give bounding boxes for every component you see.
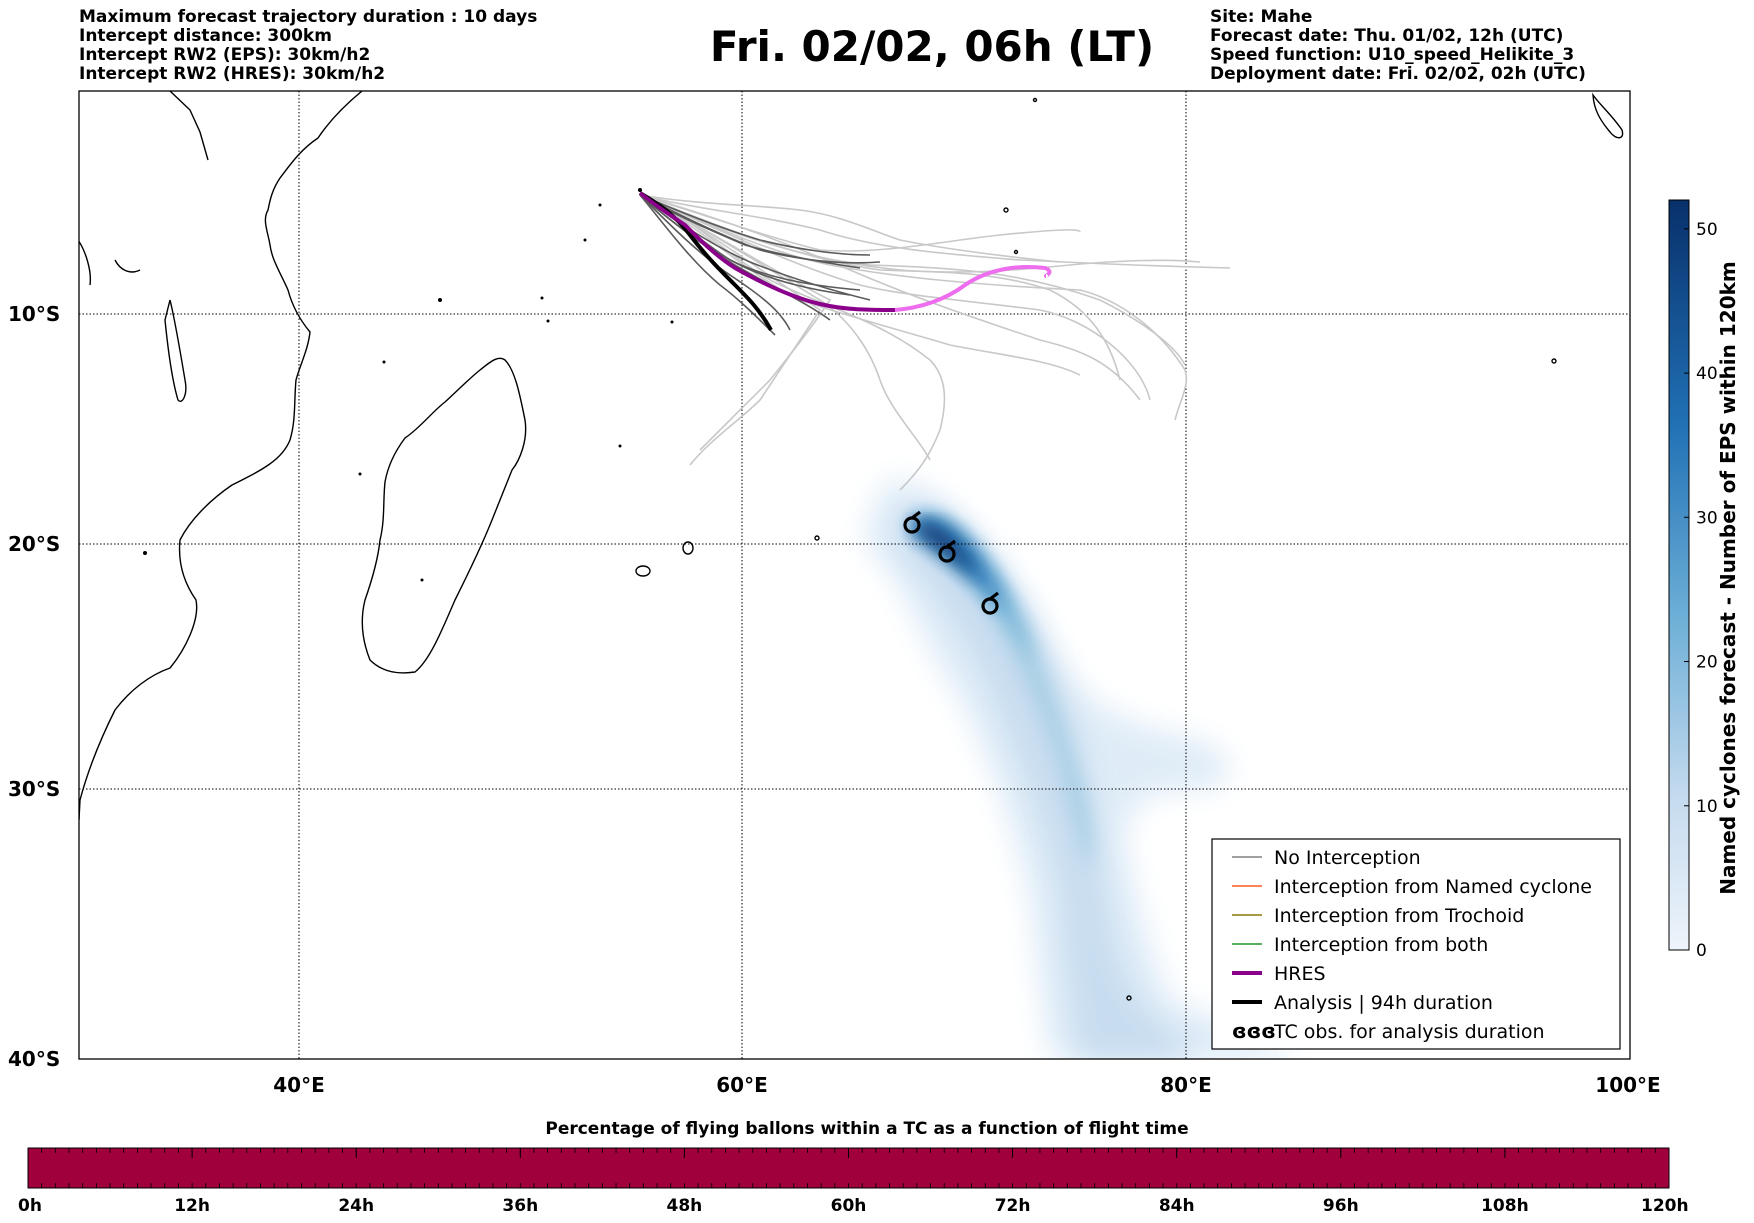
colorbar-tick-label: 0 (1696, 941, 1707, 961)
time-bar-tick-label: 72h (995, 1196, 1031, 1216)
eps-density-field (865, 480, 1299, 1059)
lat-label: 30°S (8, 777, 60, 801)
colorbar-label: Named cyclones forecast - Number of EPS … (1716, 261, 1740, 895)
legend-label: Interception from Trochoid (1274, 905, 1524, 927)
lon-label: 40°E (273, 1073, 325, 1097)
header-left: Maximum forecast trajectory duration : 1… (79, 8, 537, 84)
header-left-line: Intercept RW2 (HRES): 30km/h2 (79, 64, 386, 84)
legend-label: Analysis | 94h duration (1274, 992, 1493, 1014)
lon-label: 100°E (1595, 1073, 1660, 1097)
eps-trajectories-light (639, 194, 1231, 491)
time-bar-tick-label: 60h (831, 1196, 867, 1216)
colorbar-tick-label: 20 (1696, 653, 1718, 673)
header-right: Site: Mahe Forecast date: Thu. 01/02, 12… (1210, 8, 1586, 84)
header-right-line: Deployment date: Fri. 02/02, 02h (UTC) (1210, 64, 1586, 84)
header-right-line: Site: Mahe (1210, 7, 1313, 27)
lat-axis: 10°S 20°S 30°S 40°S (8, 302, 60, 1071)
colorbar-tick-label: 40 (1696, 364, 1718, 384)
time-bar-title: Percentage of flying ballons within a TC… (545, 1119, 1188, 1139)
legend-label: No Interception (1274, 847, 1421, 869)
lon-label: 80°E (1160, 1073, 1212, 1097)
legend-item: HRES (1232, 963, 1326, 985)
hres-track-late (894, 264, 1052, 312)
colorbar-tick-label: 30 (1696, 508, 1718, 528)
header-left-line: Maximum forecast trajectory duration : 1… (79, 7, 538, 27)
madagascar-coastline (361, 357, 527, 674)
legend-item: Interception from both (1232, 934, 1488, 956)
time-bar-tick-label: 36h (502, 1196, 538, 1216)
eps-trajectories-dark (639, 194, 881, 336)
legend-label: TC obs. for analysis duration (1273, 1021, 1545, 1043)
small-islands (143, 188, 674, 582)
lat-label: 10°S (8, 302, 60, 326)
header-left-line: Intercept RW2 (EPS): 30km/h2 (79, 45, 371, 65)
legend-item: No Interception (1232, 847, 1421, 869)
lon-axis: 40°E 60°E 80°E 100°E (273, 1073, 1660, 1097)
time-bar-tick-label: 0h (18, 1196, 42, 1216)
legend: No Interception Interception from Named c… (1211, 838, 1621, 1050)
header-right-line: Forecast date: Thu. 01/02, 12h (UTC) (1210, 26, 1564, 46)
tc-obs-symbol (903, 510, 921, 534)
coastlines (79, 91, 1624, 1001)
lat-label: 40°S (8, 1047, 60, 1071)
lat-label: 20°S (8, 532, 60, 556)
time-bar-tick-label: 84h (1159, 1196, 1195, 1216)
hres-track (638, 191, 896, 312)
legend-label: Interception from Named cyclone (1274, 876, 1592, 898)
lon-label: 60°E (716, 1073, 768, 1097)
tc-observations (903, 510, 999, 615)
legend-item: Interception from Trochoid (1232, 905, 1524, 927)
legend-symbol: ɞɞɞ (1232, 1019, 1276, 1043)
time-bar: Percentage of flying ballons within a TC… (18, 1119, 1689, 1216)
tc-obs-symbol (938, 539, 956, 563)
map-title: Fri. 02/02, 06h (LT) (709, 22, 1155, 71)
header-right-line: Speed function: U10_speed_Helikite_3 (1210, 45, 1575, 65)
tc-obs-symbol (981, 591, 999, 615)
africa-coastline (79, 91, 363, 821)
time-bar-tick-label: 120h (1641, 1196, 1689, 1216)
time-bar-tick-label: 12h (174, 1196, 210, 1216)
legend-item: Interception from Named cyclone (1232, 876, 1592, 898)
legend-label: HRES (1274, 963, 1326, 985)
legend-label: Interception from both (1274, 934, 1488, 956)
colorbar-tick-label: 50 (1696, 220, 1718, 240)
map-content (79, 91, 1630, 1059)
time-bar-tick-label: 108h (1481, 1196, 1529, 1216)
legend-item: Analysis | 94h duration (1232, 992, 1493, 1014)
time-bar-tick-label: 48h (667, 1196, 703, 1216)
eps-colorbar: 0 10 20 30 40 50 Named cyclones forecast - Nu… (1668, 199, 1740, 961)
header-left-line: Intercept distance: 300km (79, 26, 332, 46)
time-bar-tick-label: 24h (338, 1196, 374, 1216)
time-bar-tick-label: 96h (1323, 1196, 1359, 1216)
colorbar-tick-label: 10 (1696, 797, 1718, 817)
